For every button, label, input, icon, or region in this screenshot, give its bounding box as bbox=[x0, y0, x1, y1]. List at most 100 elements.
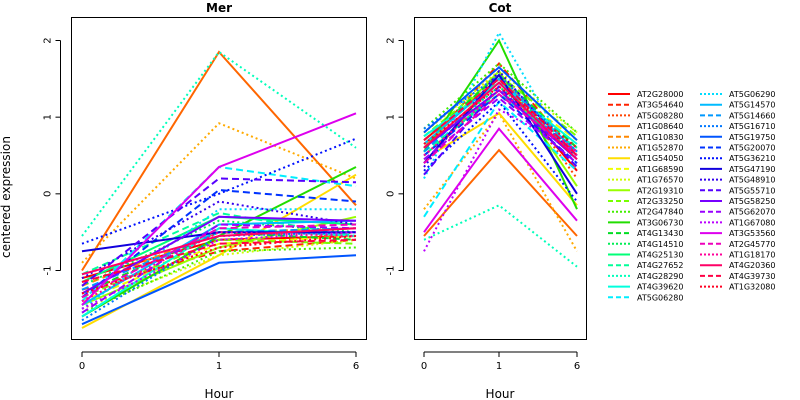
cot-series-line-at3g53560 bbox=[423, 127, 578, 233]
mer-series-line-at5g58250 bbox=[81, 215, 357, 295]
legend-label-at5g36210: AT5G36210 bbox=[729, 154, 775, 163]
panel-mer-y-axis: -1 0 1 2 bbox=[43, 37, 61, 275]
legend-label-at1g52870: AT1G52870 bbox=[637, 144, 683, 153]
cot-series-line-at1g32080 bbox=[423, 85, 578, 149]
mer-y-tick-label: 1 bbox=[43, 114, 54, 120]
mer-series-line-at4g39620 bbox=[81, 227, 357, 318]
legend-label-at5g19750: AT5G19750 bbox=[729, 133, 775, 142]
cot-series-line-at4g28290 bbox=[423, 204, 578, 268]
legend-label-at5g48910: AT5G48910 bbox=[729, 176, 775, 185]
legend-label-at1g67080: AT1G67080 bbox=[729, 218, 775, 227]
panel-cot-x-axis-title: Hour bbox=[486, 387, 515, 400]
legend-label-at2g47840: AT2G47840 bbox=[637, 208, 683, 217]
mer-series-line-at5g55710 bbox=[81, 177, 357, 287]
cot-series-line-at5g55710 bbox=[423, 85, 578, 176]
panel-cot-y-axis: -1 0 1 2 bbox=[386, 37, 404, 275]
cot-series-line-at5g06290 bbox=[423, 30, 578, 179]
mer-x-tick-label: 1 bbox=[216, 361, 222, 372]
panel-mer: Mer -1 0 1 2 0 1 6 Hour bbox=[43, 1, 367, 400]
panel-mer-frame bbox=[71, 17, 367, 340]
legend-label-at4g27652: AT4G27652 bbox=[637, 261, 683, 270]
cot-y-tick-label: -1 bbox=[386, 266, 397, 276]
legend-label-at5g14660: AT5G14660 bbox=[729, 111, 775, 120]
mer-series-line-at4g39730 bbox=[81, 238, 357, 283]
cot-x-tick-label: 1 bbox=[496, 361, 502, 372]
cot-series-line-at4g20360 bbox=[423, 81, 578, 161]
cot-series-line-at5g19750 bbox=[423, 65, 578, 141]
mer-series-line-at2g47840 bbox=[81, 246, 357, 314]
legend-label-at5g20070: AT5G20070 bbox=[729, 144, 775, 153]
legend-label-at4g25130: AT4G25130 bbox=[637, 251, 683, 260]
legend-label-at1g68590: AT1G68590 bbox=[637, 165, 683, 174]
legend-label-at1g76570: AT1G76570 bbox=[637, 176, 683, 185]
legend-label-at5g55710: AT5G55710 bbox=[729, 186, 775, 195]
cot-series-line-at5g36210 bbox=[423, 100, 578, 203]
legend-label-at1g08640: AT1G08640 bbox=[637, 122, 683, 131]
mer-series-line-at1g08640 bbox=[81, 50, 357, 272]
legend-label-at4g39620: AT4G39620 bbox=[637, 283, 683, 292]
legend-label-at4g39730: AT4G39730 bbox=[729, 272, 775, 281]
legend-label-at1g32080: AT1G32080 bbox=[729, 283, 775, 292]
y-axis-title: centered expression bbox=[0, 136, 13, 258]
mer-series-line-at4g14510 bbox=[81, 219, 357, 287]
legend-label-at3g54640: AT3G54640 bbox=[637, 101, 683, 110]
mer-series-line-at1g67080 bbox=[81, 231, 357, 310]
legend-label-at1g10830: AT1G10830 bbox=[637, 133, 683, 142]
legend-label-at3g53560: AT3G53560 bbox=[729, 229, 775, 238]
mer-y-tick-label: -1 bbox=[43, 266, 54, 276]
legend-label-at5g14570: AT5G14570 bbox=[729, 101, 775, 110]
panel-cot-frame bbox=[414, 17, 587, 340]
legend-label-at5g16710: AT5G16710 bbox=[729, 122, 775, 131]
mer-series-line-at4g13430 bbox=[81, 231, 357, 295]
panel-cot: Cot -1 0 1 2 0 1 6 Hour bbox=[386, 1, 587, 400]
panel-cot-title: Cot bbox=[489, 1, 512, 15]
legend-label-at2g33250: AT2G33250 bbox=[637, 197, 683, 206]
mer-series-line-at5g47190 bbox=[81, 231, 356, 253]
cot-y-tick-label: 0 bbox=[386, 191, 397, 197]
mer-y-tick-label: 0 bbox=[43, 191, 54, 197]
legend-label-at2g45770: AT2G45770 bbox=[729, 240, 775, 249]
legend-label-at2g28000: AT2G28000 bbox=[637, 90, 683, 99]
legend-label-at5g58250: AT5G58250 bbox=[729, 197, 775, 206]
legend-label-at4g14510: AT4G14510 bbox=[637, 240, 683, 249]
mer-x-tick-label: 0 bbox=[79, 361, 85, 372]
mer-series-line-at1g68590 bbox=[81, 235, 357, 303]
legend-label-at4g28290: AT4G28290 bbox=[637, 272, 683, 281]
mer-series-line-at1g32080 bbox=[81, 235, 357, 295]
cot-x-tick-label: 6 bbox=[574, 361, 580, 372]
mer-series-line-at4g27652 bbox=[81, 211, 357, 276]
mer-series-line-at5g06290 bbox=[81, 208, 356, 310]
cot-x-tick-label: 0 bbox=[421, 361, 427, 372]
panel-mer-x-axis: 0 1 6 bbox=[79, 351, 359, 372]
panel-cot-x-axis: 0 1 6 bbox=[421, 351, 580, 372]
mer-series-line-at5g36210 bbox=[81, 137, 357, 245]
mer-series-line-at2g45770 bbox=[81, 223, 357, 299]
cot-series-line-at4g39730 bbox=[423, 77, 578, 157]
legend-label-at5g62070: AT5G62070 bbox=[729, 208, 775, 217]
panel-mer-lines bbox=[81, 50, 357, 329]
mer-series-line-at3g54640 bbox=[81, 238, 357, 291]
legend-label-at4g13430: AT4G13430 bbox=[637, 229, 683, 238]
panel-mer-title: Mer bbox=[206, 1, 232, 15]
legend-label-at5g08280: AT5G08280 bbox=[637, 111, 683, 120]
cot-series-line-at1g08640 bbox=[423, 148, 578, 237]
mer-x-tick-label: 6 bbox=[353, 361, 359, 372]
panel-cot-lines bbox=[423, 30, 578, 268]
legend-label-at5g06280: AT5G06280 bbox=[637, 293, 683, 302]
legend-label-at2g19310: AT2G19310 bbox=[637, 186, 683, 195]
mer-series-line-at1g52870 bbox=[81, 122, 357, 264]
mer-series-line-at3g53560 bbox=[81, 112, 357, 306]
mer-series-line-at1g18170 bbox=[81, 231, 357, 303]
legend-label-at1g54050: AT1G54050 bbox=[637, 154, 683, 163]
legend-label-at3g06730: AT3G06730 bbox=[637, 218, 683, 227]
mer-series-line-at5g62070 bbox=[81, 223, 357, 314]
legend-label-at1g18170: AT1G18170 bbox=[729, 251, 775, 260]
cot-y-tick-label: 2 bbox=[386, 37, 397, 43]
legend-label-at4g20360: AT4G20360 bbox=[729, 261, 775, 270]
mer-series-line-at4g28290 bbox=[81, 50, 357, 237]
legend-label-at5g47190: AT5G47190 bbox=[729, 165, 775, 174]
mer-series-line-at5g08280 bbox=[81, 231, 357, 295]
mer-series-line-at5g19750 bbox=[81, 254, 357, 326]
